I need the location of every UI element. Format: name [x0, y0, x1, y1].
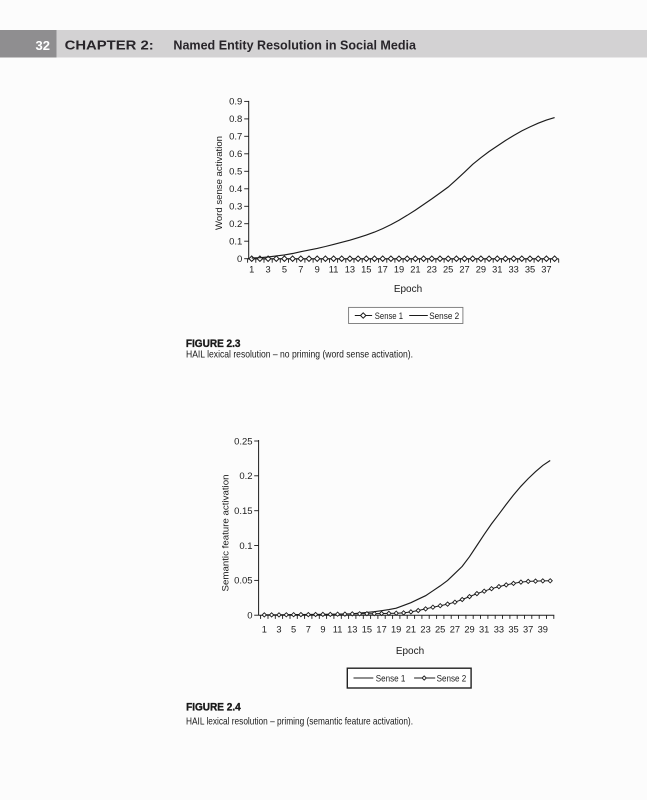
- svg-text:21: 21: [410, 265, 420, 275]
- svg-text:Sense 2: Sense 2: [429, 311, 459, 321]
- svg-text:31: 31: [492, 265, 502, 275]
- svg-text:0: 0: [247, 611, 252, 622]
- svg-text:0.2: 0.2: [229, 219, 242, 230]
- svg-text:Named Entity Resolution in Soc: Named Entity Resolution in Social Media: [173, 38, 417, 52]
- svg-text:23: 23: [427, 265, 437, 275]
- svg-text:7: 7: [298, 265, 303, 275]
- svg-text:35: 35: [525, 265, 535, 275]
- svg-text:0.3: 0.3: [229, 202, 242, 213]
- svg-text:0.15: 0.15: [234, 506, 253, 517]
- svg-text:11: 11: [333, 625, 343, 635]
- svg-text:37: 37: [523, 625, 533, 635]
- svg-text:0.4: 0.4: [229, 184, 242, 195]
- svg-text:13: 13: [347, 625, 357, 635]
- svg-text:1: 1: [262, 625, 267, 635]
- svg-text:29: 29: [476, 265, 486, 275]
- svg-text:9: 9: [320, 625, 325, 635]
- svg-text:Sense 1: Sense 1: [375, 311, 403, 321]
- svg-text:21: 21: [406, 625, 416, 635]
- svg-text:39: 39: [538, 625, 548, 635]
- svg-text:0.05: 0.05: [234, 576, 253, 587]
- svg-text:32: 32: [36, 38, 50, 53]
- svg-text:0.2: 0.2: [239, 471, 252, 482]
- svg-text:Sense 1: Sense 1: [376, 673, 406, 683]
- svg-text:3: 3: [266, 265, 271, 275]
- svg-text:0.5: 0.5: [229, 167, 242, 178]
- svg-text:29: 29: [464, 625, 474, 635]
- svg-text:0.1: 0.1: [239, 541, 252, 552]
- svg-text:FIGURE 2.3: FIGURE 2.3: [186, 338, 241, 350]
- svg-text:17: 17: [376, 625, 386, 635]
- svg-text:9: 9: [315, 265, 320, 275]
- svg-text:37: 37: [541, 265, 551, 275]
- svg-text:33: 33: [509, 265, 519, 275]
- svg-text:CHAPTER 2:: CHAPTER 2:: [65, 38, 154, 52]
- svg-text:0.8: 0.8: [229, 114, 242, 125]
- svg-text:27: 27: [459, 265, 469, 275]
- svg-text:15: 15: [361, 265, 371, 275]
- svg-text:35: 35: [508, 625, 518, 635]
- svg-text:Epoch: Epoch: [396, 646, 424, 657]
- svg-text:Word sense activation: Word sense activation: [214, 136, 225, 230]
- svg-text:0.6: 0.6: [229, 149, 242, 160]
- svg-text:19: 19: [391, 625, 401, 635]
- svg-text:19: 19: [394, 265, 404, 275]
- svg-text:5: 5: [282, 265, 287, 275]
- svg-text:3: 3: [276, 625, 281, 635]
- svg-text:15: 15: [362, 625, 372, 635]
- svg-text:25: 25: [443, 265, 453, 275]
- svg-text:Semantic feature activation: Semantic feature activation: [221, 475, 232, 592]
- svg-text:11: 11: [329, 265, 339, 275]
- svg-text:0.25: 0.25: [234, 436, 253, 447]
- svg-text:31: 31: [479, 625, 489, 635]
- svg-text:23: 23: [420, 625, 430, 635]
- svg-text:1: 1: [249, 265, 254, 275]
- svg-text:Sense 2: Sense 2: [437, 673, 467, 683]
- svg-text:0: 0: [237, 254, 242, 265]
- svg-text:0.7: 0.7: [229, 132, 242, 143]
- svg-text:7: 7: [306, 625, 311, 635]
- svg-text:FIGURE 2.4: FIGURE 2.4: [186, 702, 241, 714]
- svg-text:17: 17: [378, 265, 388, 275]
- svg-text:0.1: 0.1: [229, 237, 242, 248]
- svg-text:HAIL lexical resolution – no p: HAIL lexical resolution – no priming (wo…: [186, 349, 413, 361]
- svg-text:Epoch: Epoch: [394, 284, 422, 295]
- svg-text:27: 27: [450, 625, 460, 635]
- svg-text:13: 13: [345, 265, 355, 275]
- svg-text:0.9: 0.9: [229, 97, 242, 108]
- svg-text:5: 5: [291, 625, 296, 635]
- svg-text:25: 25: [435, 625, 445, 635]
- svg-text:HAIL lexical resolution – prim: HAIL lexical resolution – priming (seman…: [186, 715, 413, 727]
- svg-text:33: 33: [494, 625, 504, 635]
